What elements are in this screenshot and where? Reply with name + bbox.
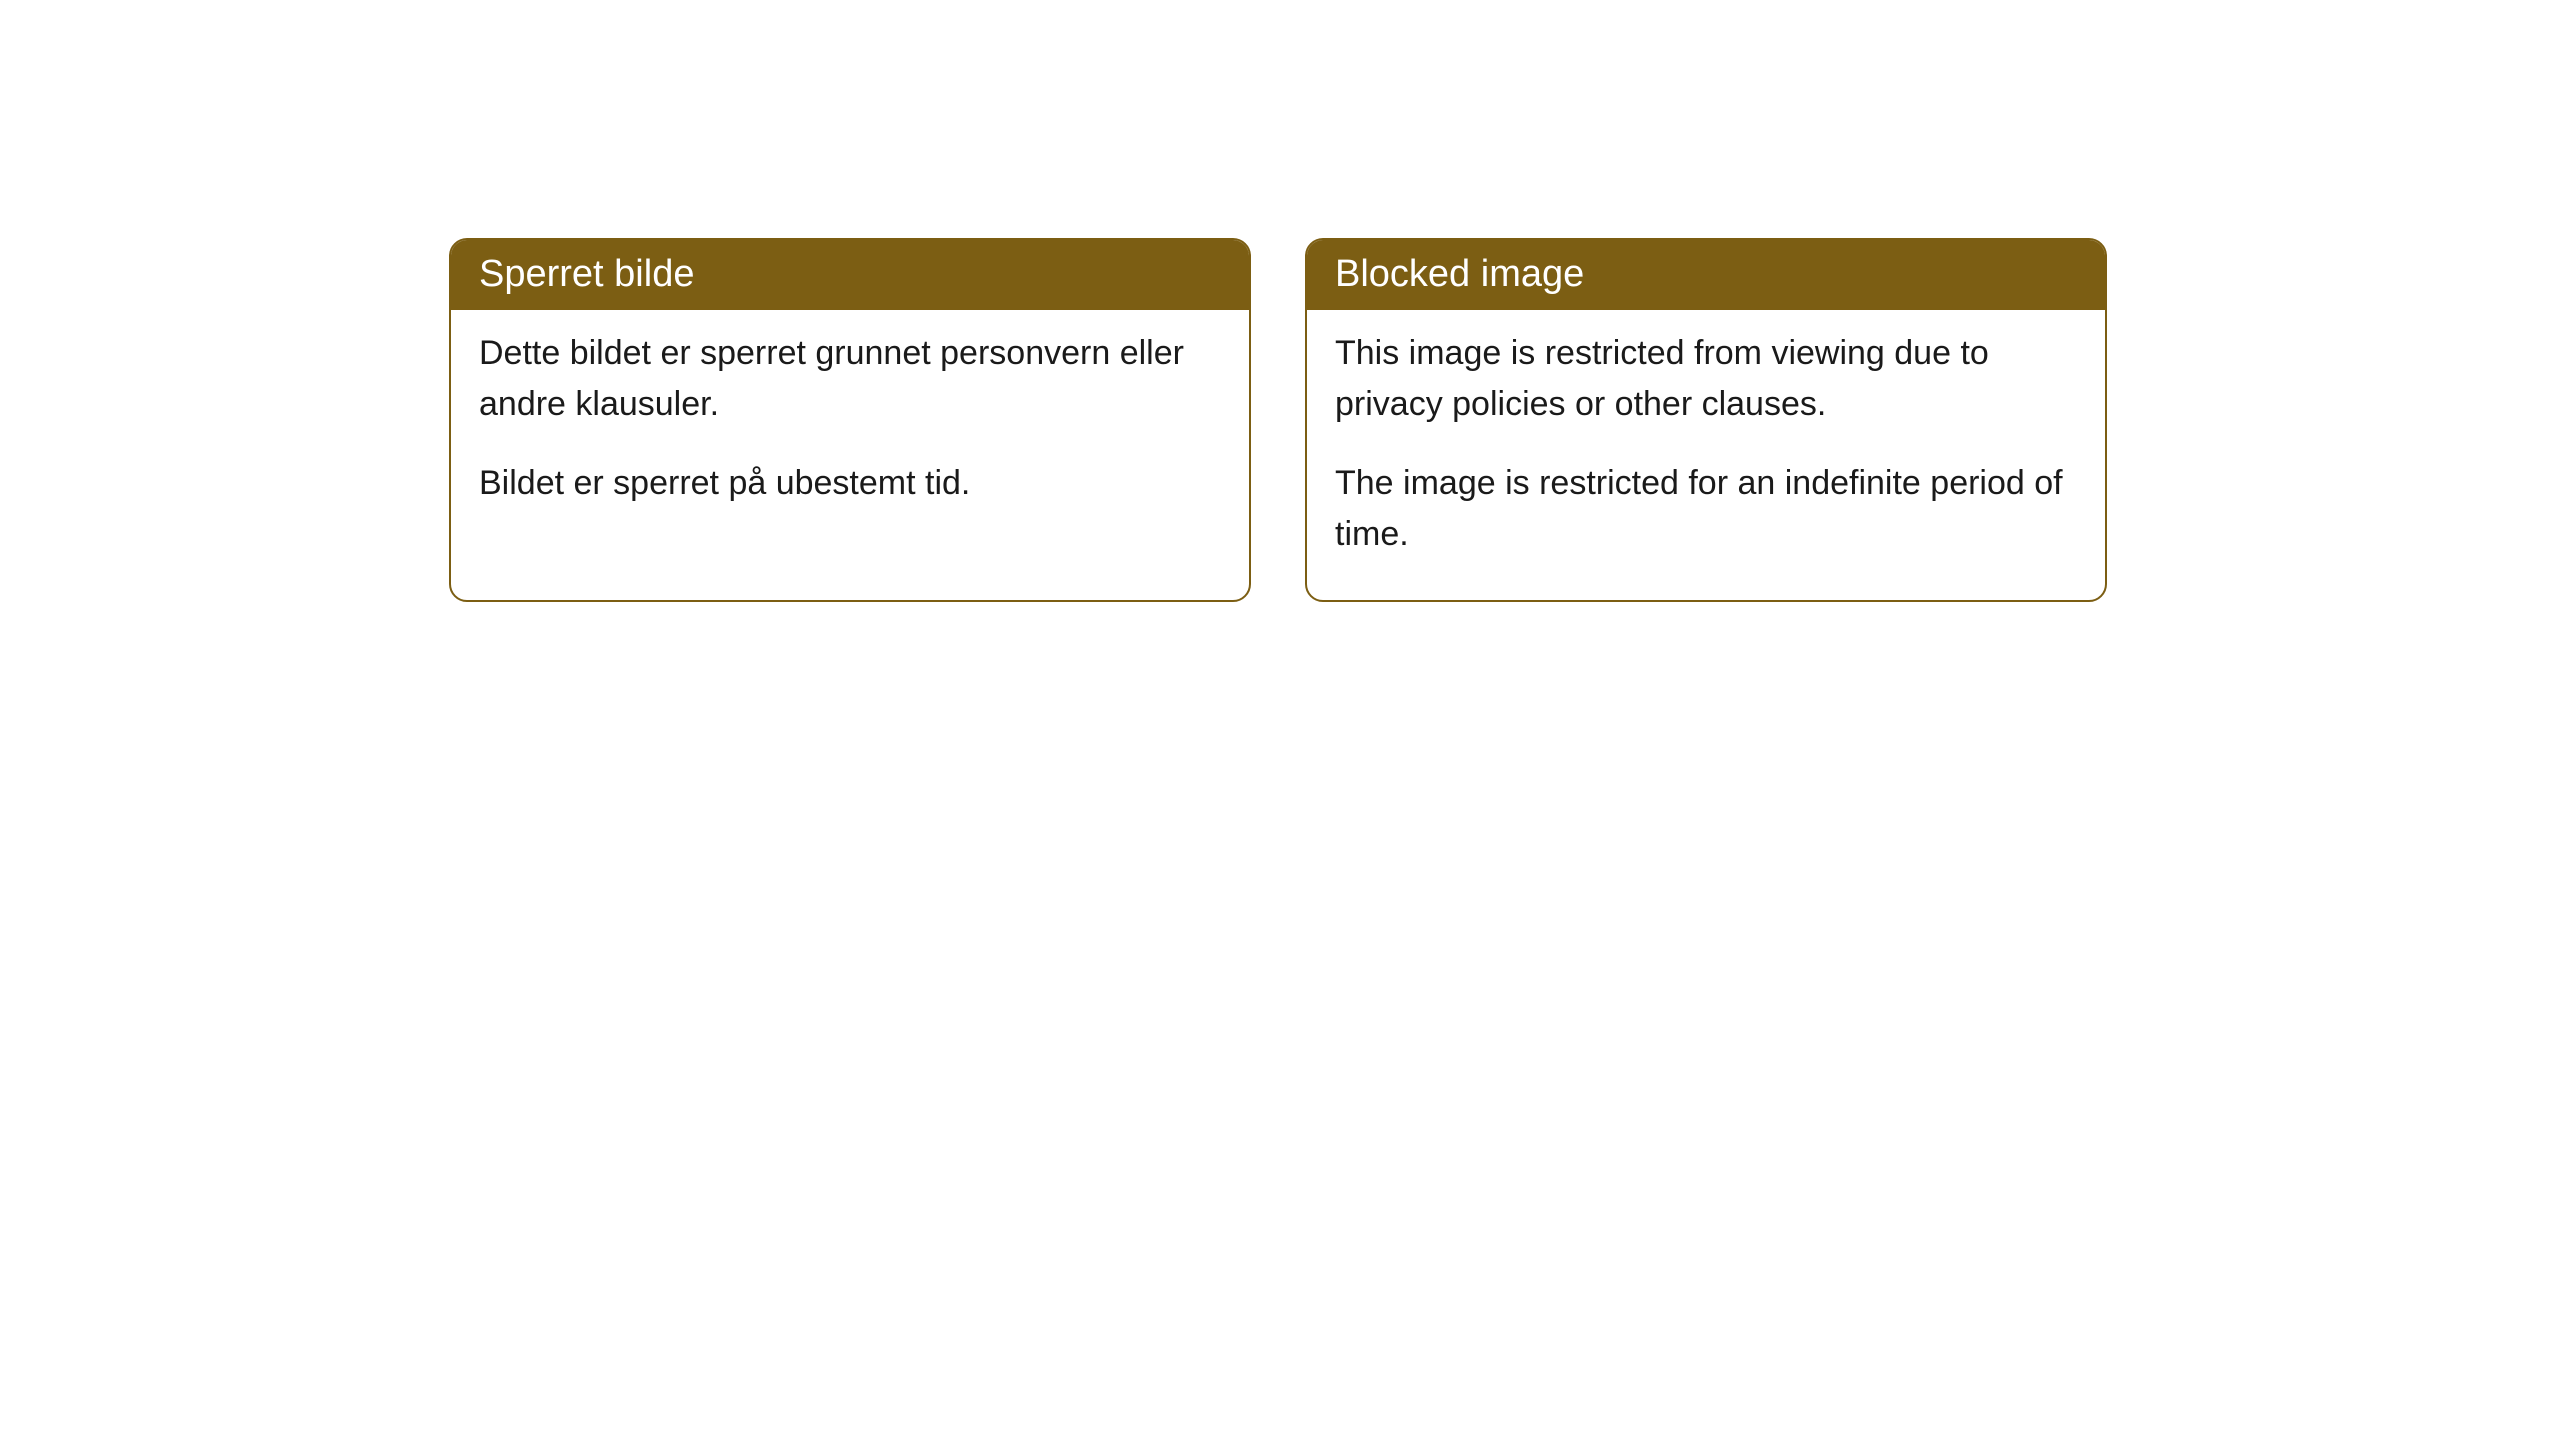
card-body-norwegian: Dette bildet er sperret grunnet personve… <box>451 310 1249 549</box>
notice-card-english: Blocked image This image is restricted f… <box>1305 238 2107 602</box>
card-paragraph: Dette bildet er sperret grunnet personve… <box>479 328 1221 430</box>
notice-card-norwegian: Sperret bilde Dette bildet er sperret gr… <box>449 238 1251 602</box>
card-paragraph: The image is restricted for an indefinit… <box>1335 458 2077 560</box>
card-paragraph: This image is restricted from viewing du… <box>1335 328 2077 430</box>
card-body-english: This image is restricted from viewing du… <box>1307 310 2105 600</box>
card-header-norwegian: Sperret bilde <box>451 240 1249 310</box>
card-title: Blocked image <box>1335 253 1584 295</box>
notice-cards-container: Sperret bilde Dette bildet er sperret gr… <box>449 238 2107 602</box>
card-header-english: Blocked image <box>1307 240 2105 310</box>
card-title: Sperret bilde <box>479 253 694 295</box>
card-paragraph: Bildet er sperret på ubestemt tid. <box>479 458 1221 509</box>
